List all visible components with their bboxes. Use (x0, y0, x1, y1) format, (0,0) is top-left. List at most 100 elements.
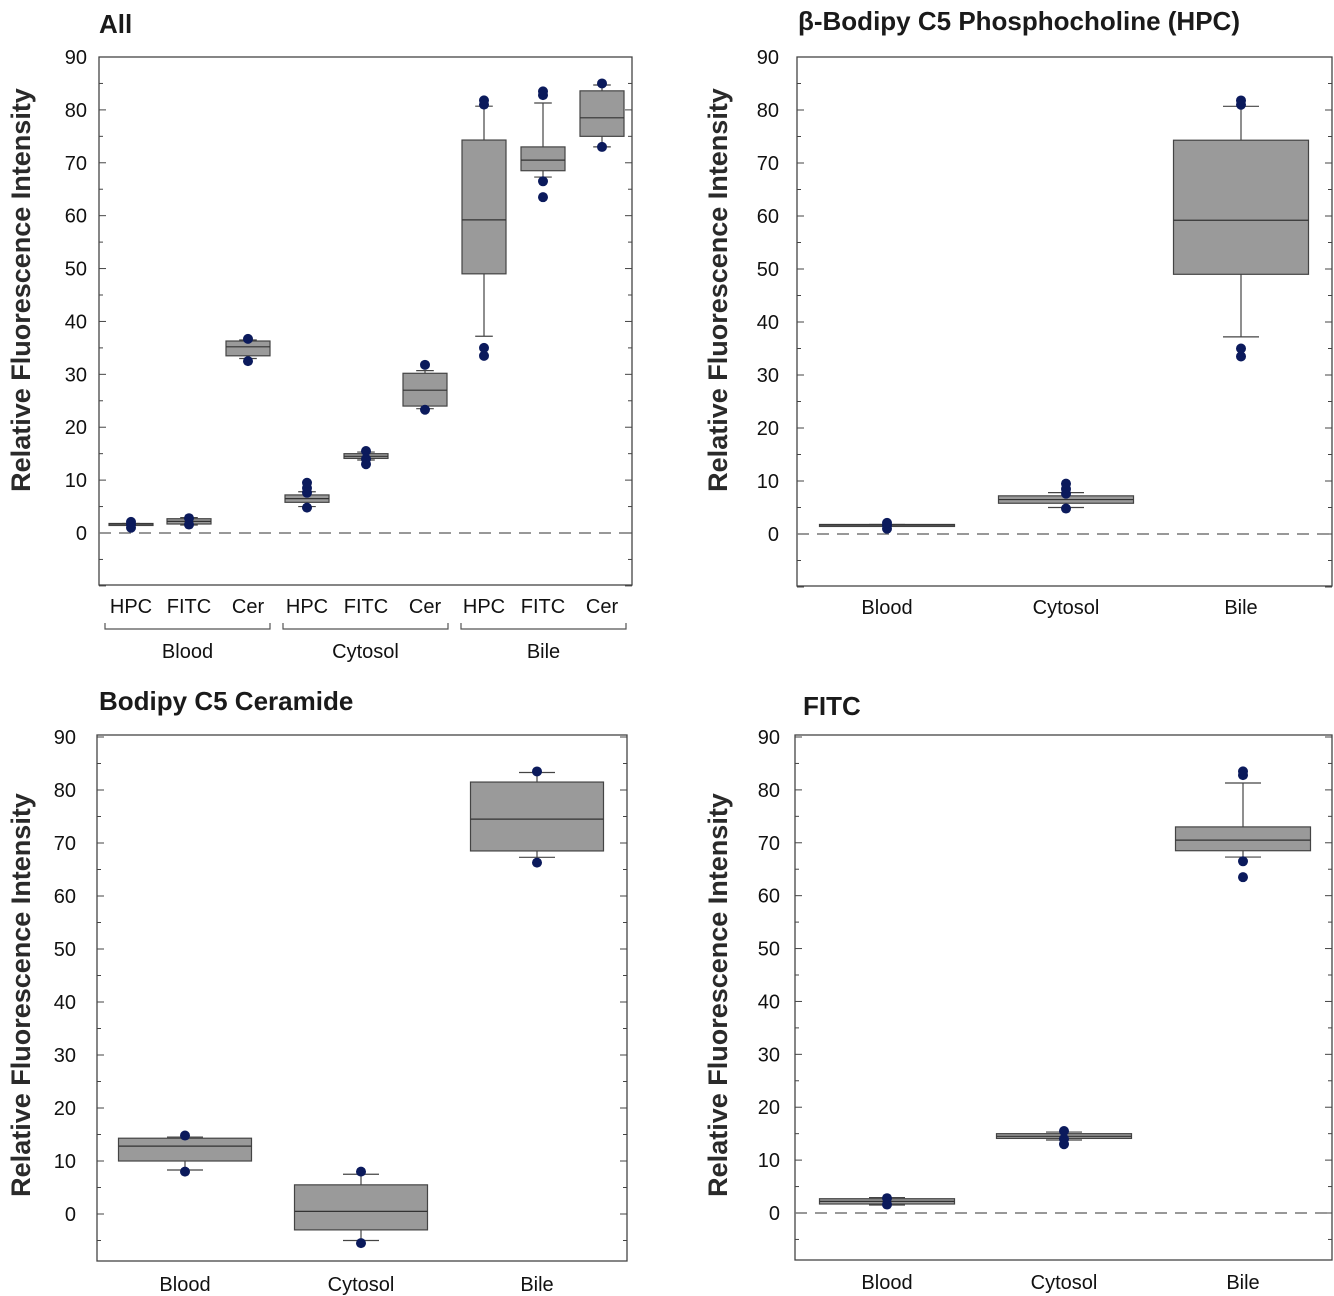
y-axis-label: Relative Fluorescence Intensity (6, 793, 36, 1197)
y-tick-label: 60 (54, 886, 76, 908)
y-tick-label: 10 (54, 1151, 76, 1173)
outlier-point (126, 516, 136, 527)
y-tick-label: 20 (65, 417, 87, 439)
box-blood (818, 1193, 956, 1210)
box-iqr (117, 1137, 253, 1162)
y-tick-label: 60 (758, 886, 780, 908)
outlier-point (1236, 343, 1246, 354)
y-tick-label: 80 (757, 100, 779, 122)
outlier-point (1238, 872, 1248, 883)
box-cer (225, 333, 271, 367)
outlier-point (1059, 1126, 1069, 1137)
x-category-label: Cer (409, 596, 442, 618)
y-tick-label: 80 (54, 780, 76, 802)
outlier-point (180, 1130, 190, 1141)
y-axis-label: Relative Fluorescence Intensity (703, 793, 733, 1197)
group-label: Cytosol (332, 641, 399, 663)
box-fitc (343, 446, 389, 470)
box-hpc (284, 477, 330, 513)
y-axis-label: Relative Fluorescence Intensity (6, 88, 36, 492)
y-tick-label: 10 (757, 471, 779, 493)
panel-title: Bodipy C5 Ceramide (99, 686, 353, 716)
outlier-point (243, 333, 253, 344)
box-bile (1172, 95, 1310, 362)
y-tick-label: 40 (757, 312, 779, 334)
outlier-point (538, 176, 548, 187)
plot-area-1: 90 80 70 60 50 40 30 20 10 0 Blood Cytosol Bile (757, 47, 1333, 619)
plot-frame (96, 734, 628, 1262)
outlier-point (356, 1238, 366, 1249)
group-label: Blood (162, 641, 213, 663)
outlier-point (532, 766, 542, 777)
box-iqr (461, 139, 507, 275)
outlier-point (1061, 478, 1071, 489)
y-tick-label: 30 (65, 364, 87, 386)
panel-title: FITC (803, 691, 861, 721)
x-category-label: FITC (167, 596, 211, 618)
outlier-point (479, 350, 489, 361)
x-category-label: Bile (1224, 597, 1257, 619)
y-tick-label: 70 (758, 833, 780, 855)
group-bracket (460, 623, 627, 630)
outlier-point (243, 356, 253, 367)
y-tick-label: 20 (758, 1097, 780, 1119)
outlier-point (538, 192, 548, 203)
x-category-label: Blood (159, 1274, 210, 1296)
outlier-point (479, 95, 489, 106)
group-bracket (282, 623, 449, 630)
x-category-label: Blood (861, 597, 912, 619)
box-fitc (166, 513, 212, 530)
panel-title: β-Bodipy C5 Phosphocholine (HPC) (798, 6, 1240, 36)
x-category-label: Cer (232, 596, 265, 618)
outlier-point (302, 477, 312, 488)
x-category-label: HPC (286, 596, 328, 618)
box-bile (1174, 766, 1312, 883)
y-tick-label: 80 (65, 100, 87, 122)
y-tick-label: 50 (757, 259, 779, 281)
y-tick-label: 0 (768, 524, 779, 546)
box-iqr (1174, 826, 1312, 852)
box-iqr (579, 90, 625, 137)
y-tick-label: 50 (758, 939, 780, 961)
x-category-label: HPC (463, 596, 505, 618)
plot-frame (794, 734, 1333, 1261)
y-tick-label: 10 (65, 470, 87, 492)
outlier-point (180, 1166, 190, 1177)
y-tick-label: 20 (757, 418, 779, 440)
outlier-point (420, 404, 430, 415)
panel-hpc: β-Bodipy C5 Phosphocholine (HPC) Relativ… (703, 6, 1240, 492)
y-tick-label: 40 (54, 992, 76, 1014)
box-hpc (108, 516, 154, 533)
x-category-label: Bile (520, 1274, 553, 1296)
y-tick-label: 0 (76, 523, 87, 545)
y-tick-label: 20 (54, 1098, 76, 1120)
group-bracket (104, 623, 271, 630)
panel-title: All (99, 9, 132, 39)
plot-area-0: 90 80 70 60 50 40 30 20 10 0 HPC FITC Cer HPC FITC Cer H… (65, 47, 633, 663)
outlier-point (597, 78, 607, 89)
plot-frame (98, 56, 633, 586)
box-blood (117, 1130, 253, 1177)
panel-ceramide: Bodipy C5 Ceramide Relative Fluorescence… (6, 686, 353, 1197)
x-category-label: Cytosol (1033, 597, 1100, 619)
box-cytosol (293, 1166, 429, 1249)
outlier-point (538, 86, 548, 97)
outlier-point (302, 502, 312, 513)
y-tick-label: 60 (757, 206, 779, 228)
y-tick-label: 50 (65, 259, 87, 281)
outlier-point (1059, 1133, 1069, 1144)
x-category-label: Bile (1226, 1272, 1259, 1294)
group-label: Bile (527, 641, 560, 663)
outlier-point (420, 359, 430, 370)
box-hpc (461, 95, 507, 361)
y-tick-label: 30 (758, 1044, 780, 1066)
plot-area-3: 90 80 70 60 50 40 30 20 10 0 Blood Cytosol Bile (758, 727, 1333, 1294)
y-tick-label: 40 (758, 991, 780, 1013)
panel-all: All Relative Fluorescence Intensity (6, 9, 132, 492)
box-iqr (469, 781, 605, 852)
y-tick-label: 90 (54, 727, 76, 749)
y-tick-label: 80 (758, 780, 780, 802)
x-category-label: FITC (344, 596, 388, 618)
y-tick-label: 70 (757, 153, 779, 175)
